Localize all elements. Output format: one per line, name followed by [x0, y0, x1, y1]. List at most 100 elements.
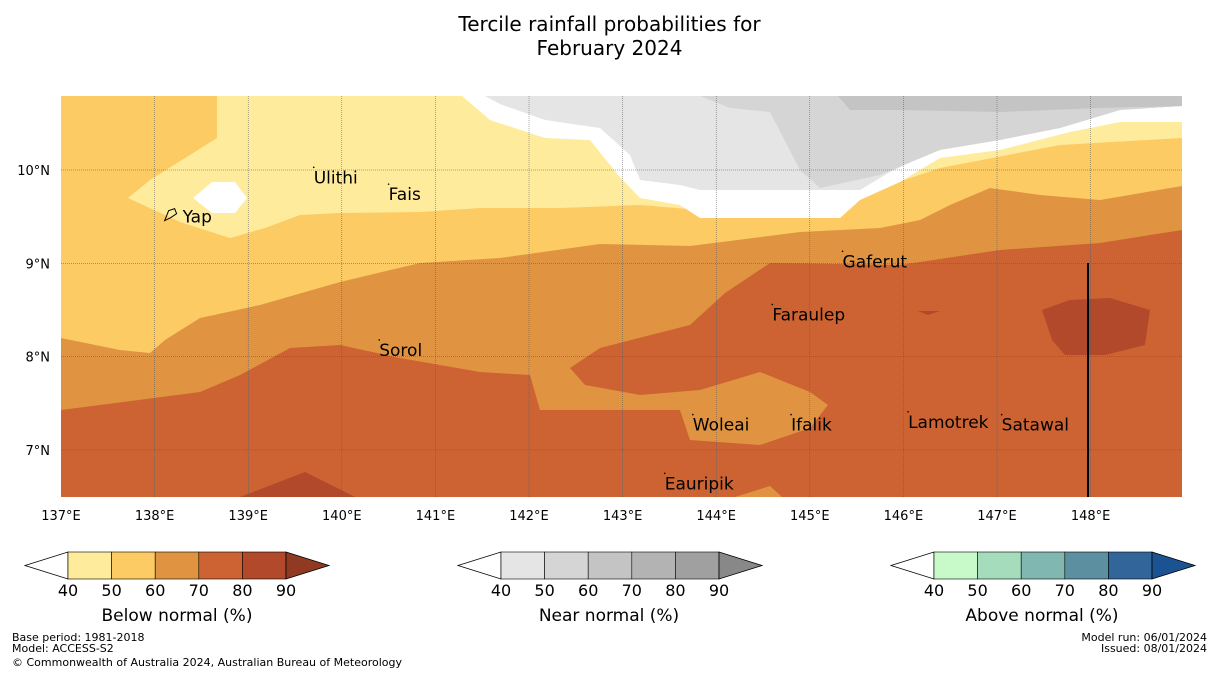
place-marker	[790, 413, 792, 416]
colorbar-tick-label: 70	[1055, 581, 1075, 600]
place-label-eauripik: Eauripik	[665, 474, 734, 494]
colorbar-tick-label: 60	[145, 581, 165, 600]
colorbar-max-extend	[285, 551, 331, 580]
place-label-fais: Fais	[389, 185, 421, 205]
colorbar-min-extend	[456, 551, 502, 580]
longitude-tick-label: 137°E	[41, 509, 81, 524]
place-marker	[663, 472, 666, 475]
colorbar-segment	[675, 551, 720, 580]
place-labels: Ulithi Fais Yap Gaferut Faraulep Sorol Woleai I…	[163, 166, 1069, 494]
colorbar-segment	[67, 551, 112, 580]
place-label-satawal: Satawal	[1002, 416, 1069, 436]
longitude-tick-label: 138°E	[135, 509, 175, 524]
colorbar-min-extend	[23, 551, 69, 580]
footer-model-run: Model run: 06/01/2024	[1081, 631, 1207, 644]
place-label-yap: Yap	[182, 208, 212, 228]
longitude-tick-label: 141°E	[416, 509, 456, 524]
colorbar-tick-label: 90	[1142, 581, 1162, 600]
longitude-tick-label: 140°E	[322, 509, 362, 524]
colorbar-near-label: Near normal (%)	[538, 606, 680, 626]
place-label-sorol: Sorol	[379, 341, 422, 361]
field-below-80-small	[918, 311, 940, 315]
colorbar-tick-label: 70	[189, 581, 209, 600]
latitude-tick-label: 10°N	[17, 164, 50, 179]
colorbar-tick-label: 80	[232, 581, 252, 600]
field-near-50-60	[700, 96, 1182, 188]
field-below-80-east	[1042, 298, 1150, 355]
place-marker	[1000, 413, 1003, 416]
colorbar-segment	[1064, 551, 1109, 580]
colorbar-segment	[242, 551, 287, 580]
place-label-gaferut: Gaferut	[843, 252, 908, 272]
footer-copyright: © Commonwealth of Australia 2024, Austra…	[12, 656, 402, 669]
colorbar-tick-label: 80	[665, 581, 685, 600]
longitude-tick-label: 148°E	[1071, 509, 1111, 524]
footer-model: Model: ACCESS-S2	[12, 642, 114, 655]
chart-title-line-2: February 2024	[536, 36, 683, 60]
longitude-tick-label: 145°E	[790, 509, 830, 524]
colorbar-segment	[198, 551, 243, 580]
colorbar-tick-label: 60	[1011, 581, 1031, 600]
place-label-woleai: Woleai	[693, 416, 750, 436]
longitude-tick-label: 146°E	[884, 509, 924, 524]
place-label-lamotrek: Lamotrek	[908, 413, 989, 433]
colorbar-below-label: Below normal (%)	[101, 606, 253, 626]
colorbar-tick-label: 40	[924, 581, 944, 600]
yap-island-outline	[163, 208, 178, 222]
colorbar-tick-label: 50	[101, 581, 121, 600]
colorbar-segment	[500, 551, 545, 580]
colorbar-max-extend	[718, 551, 764, 580]
place-marker	[378, 339, 381, 341]
longitude-tick-label: 142°E	[509, 509, 549, 524]
footer-base-period: Base period: 1981-2018	[12, 631, 145, 644]
longitude-labels: 137°E 138°E 139°E 140°E 141°E 142°E 143°E 144°E…	[41, 509, 1110, 524]
colorbar-segment	[544, 551, 589, 580]
field-below-80-south	[240, 472, 355, 497]
latitude-labels: 10°N 9°N 8°N 7°N	[17, 164, 50, 459]
colorbar-segment	[933, 551, 978, 580]
place-label-faraulep: Faraulep	[772, 305, 845, 325]
graticule	[61, 96, 1182, 497]
place-marker	[692, 413, 694, 416]
place-marker	[387, 183, 390, 185]
colorbar-tick-label: 60	[578, 581, 598, 600]
field-near-60-70	[838, 96, 1182, 112]
colorbar-segment	[631, 551, 676, 580]
colorbar-segment	[1108, 551, 1153, 580]
colorbar-min-extend	[889, 551, 935, 580]
colorbars: 40 50 60 70 80 90 40 50 60 70 80 90 40 50 60 70 80 90	[23, 551, 1197, 600]
latitude-tick-label: 8°N	[26, 351, 51, 366]
colorbar-segment	[154, 551, 200, 580]
colorbar-tick-label: 40	[58, 581, 78, 600]
footer-issued: Issued: 08/01/2024	[1100, 642, 1207, 655]
latitude-tick-label: 7°N	[26, 444, 51, 459]
place-label-ulithi: Ulithi	[314, 168, 358, 188]
field-white-blob	[193, 182, 247, 213]
place-label-ifalik: Ifalik	[791, 416, 832, 436]
chart-title-line-1: Tercile rainfall probabilities for	[458, 12, 761, 36]
colorbar-above-label: Above normal (%)	[965, 606, 1119, 626]
colorbar-segment	[977, 551, 1022, 580]
colorbar-segment	[1020, 551, 1066, 580]
colorbar-tick-label: 50	[534, 581, 554, 600]
longitude-tick-label: 139°E	[228, 509, 268, 524]
colorbar-tick-label: 40	[491, 581, 511, 600]
colorbar-segment	[111, 551, 156, 580]
colorbar-segment	[587, 551, 633, 580]
colorbar-tick-label: 90	[276, 581, 296, 600]
place-marker	[841, 250, 844, 253]
colorbar-max-extend	[1151, 551, 1197, 580]
colorbar-tick-label: 70	[622, 581, 642, 600]
longitude-tick-label: 143°E	[603, 509, 643, 524]
latitude-tick-label: 9°N	[26, 257, 51, 272]
field-below-60-south	[735, 486, 782, 497]
longitude-tick-label: 144°E	[696, 509, 736, 524]
probability-fields	[61, 96, 1182, 497]
colorbar-tick-label: 90	[709, 581, 729, 600]
longitude-tick-label: 147°E	[977, 509, 1017, 524]
place-marker	[907, 410, 909, 413]
place-marker	[771, 303, 774, 306]
place-marker	[312, 166, 315, 169]
colorbar-tick-label: 50	[967, 581, 987, 600]
